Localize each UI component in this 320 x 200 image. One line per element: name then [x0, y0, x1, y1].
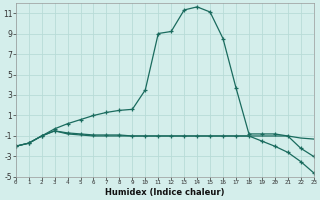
X-axis label: Humidex (Indice chaleur): Humidex (Indice chaleur) — [105, 188, 225, 197]
